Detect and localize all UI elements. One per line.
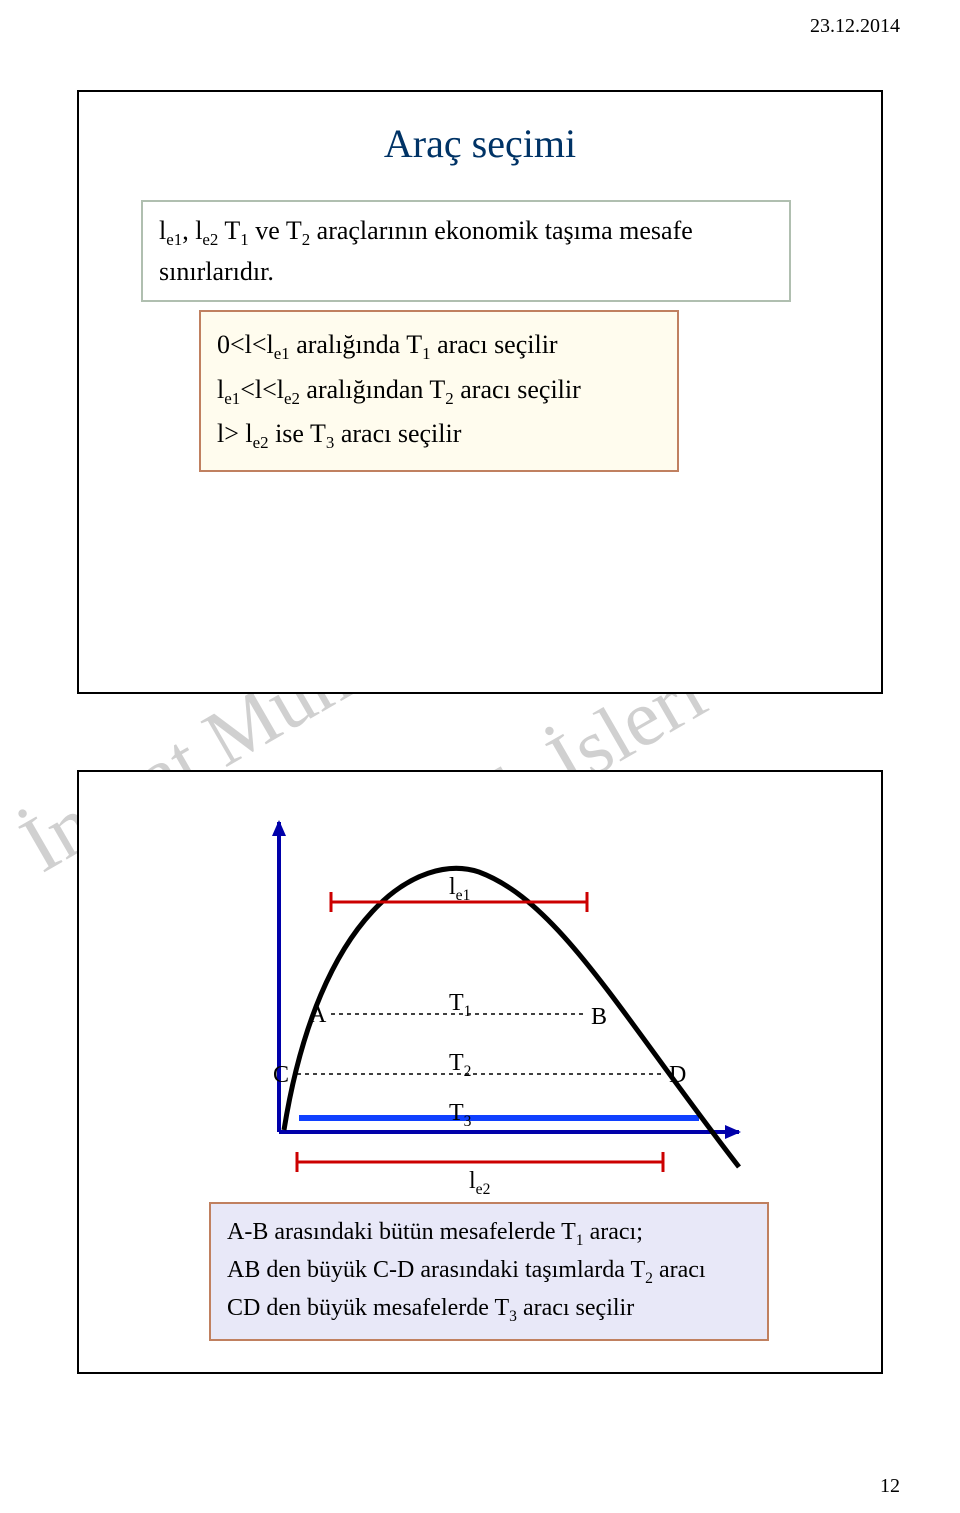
chart-label-B: B <box>591 1004 607 1031</box>
date-text: 23.12.2014 <box>810 15 900 38</box>
chart-area: ABCDT1T2T3le1le2 <box>239 812 759 1172</box>
conclusion-line-3: CD den büyük mesafelerde T3 aracı seçili… <box>227 1290 751 1328</box>
conclusion-line-1: A-B arasındaki bütün mesafelerde T1 arac… <box>227 1214 751 1252</box>
chart-label-le1: le1 <box>449 874 470 905</box>
conclusion-line-2: AB den büyük C-D arasındaki taşımlarda T… <box>227 1252 751 1290</box>
rule-line-2: le1<l<le2 aralığından T2 aracı seçilir <box>217 371 661 412</box>
slide-title: Araç seçimi <box>79 120 881 167</box>
conclusion-box: A-B arasındaki bütün mesafelerde T1 arac… <box>209 1202 769 1341</box>
slide-1: Araç seçimi le1, le2 T1 ve T2 araçlarını… <box>77 90 883 694</box>
rule-line-3: l> le2 ise T3 aracı seçilir <box>217 415 661 456</box>
chart-label-T3: T3 <box>449 1100 471 1131</box>
chart-label-T1: T1 <box>449 990 471 1021</box>
slide-2: A B C D T1 T2 T3 le1 le2 A-B arasındaki bütün me… <box>77 770 883 1374</box>
rules-box: 0<l<le1 aralığında T1 aracı seçilir le1<… <box>199 310 679 472</box>
definition-box: le1, le2 T1 ve T2 araçlarının ekonomik t… <box>141 200 791 302</box>
chart-label-D: D <box>669 1062 686 1089</box>
chart-label-A: A <box>309 1002 326 1029</box>
chart-label-le2: le2 <box>469 1168 490 1199</box>
rule-line-1: 0<l<le1 aralığında T1 aracı seçilir <box>217 326 661 367</box>
page-number: 12 <box>880 1475 900 1498</box>
chart-label-C: C <box>273 1062 289 1089</box>
chart-label-T2: T2 <box>449 1050 471 1081</box>
